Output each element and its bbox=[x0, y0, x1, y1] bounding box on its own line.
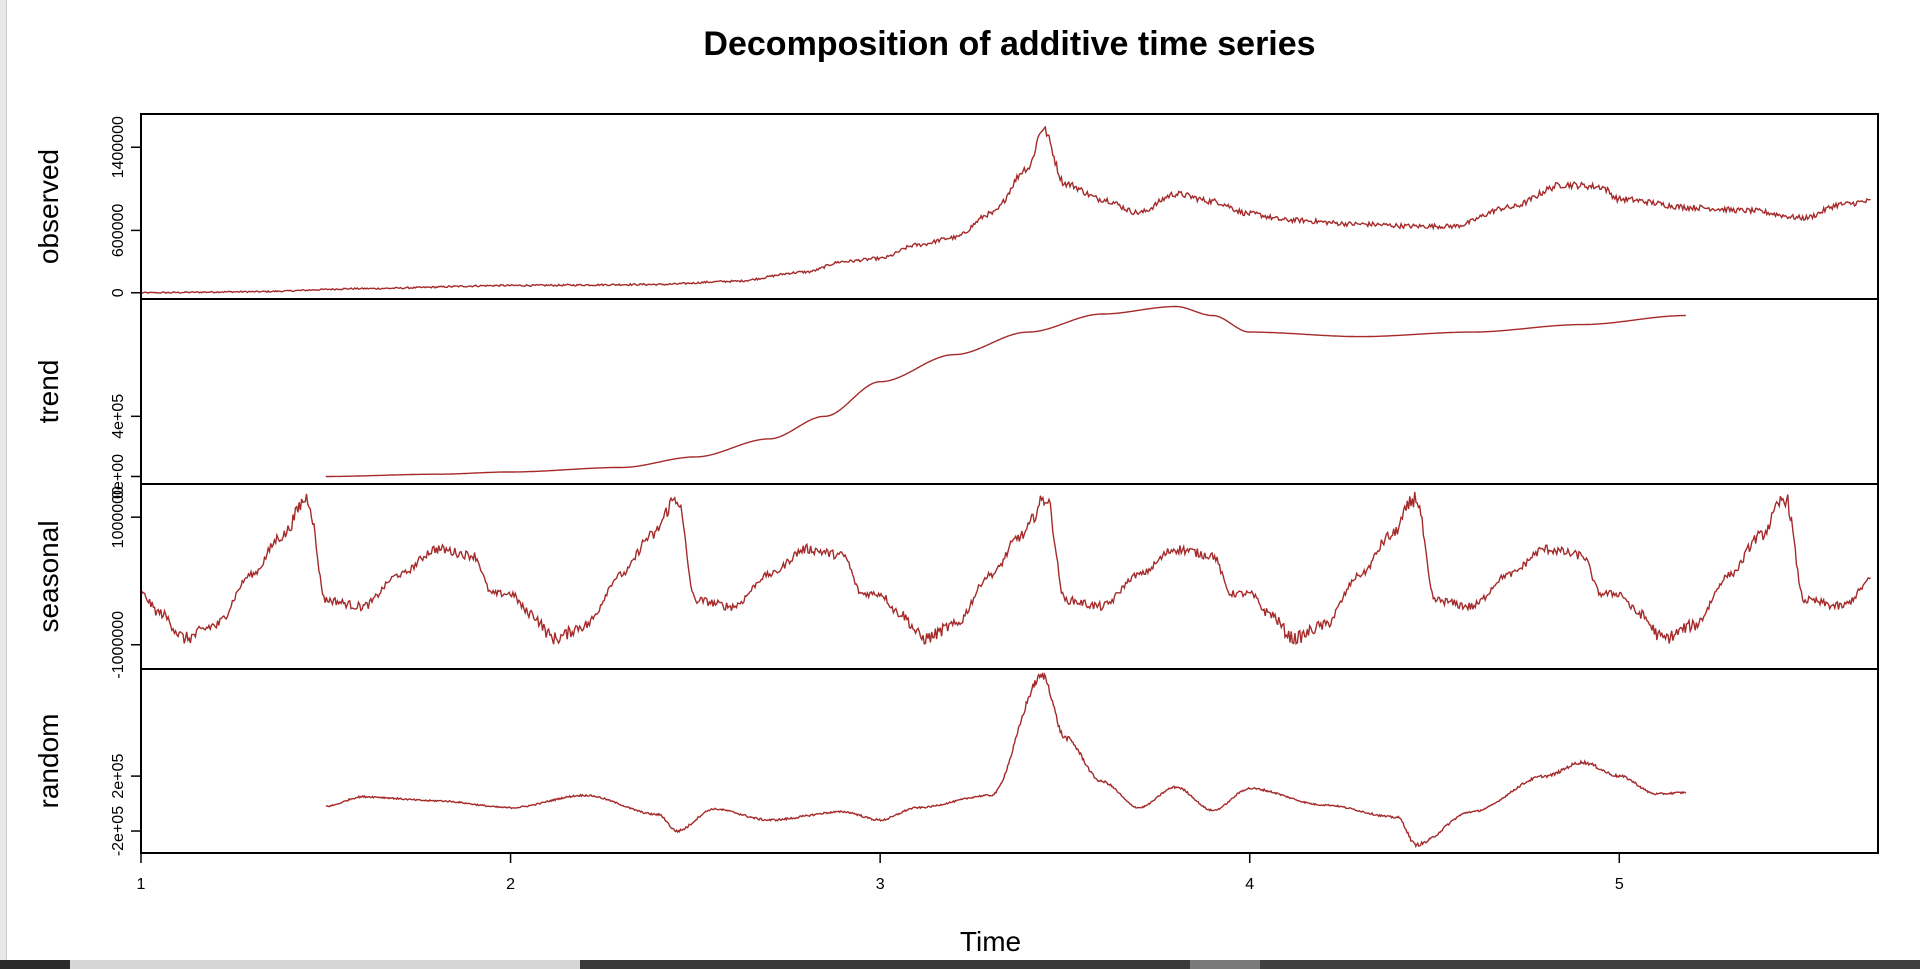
y-tick-label: 600000 bbox=[110, 204, 127, 257]
y-tick-label: 2e+05 bbox=[110, 754, 127, 799]
series-line-observed bbox=[140, 125, 1871, 295]
y-tick-label: 1400000 bbox=[110, 116, 127, 178]
panel-frame bbox=[140, 668, 1879, 854]
panel-seasonal: -1000000 1000000 seasonal bbox=[33, 483, 1879, 679]
chart-title: Decomposition of additive time series bbox=[703, 25, 1315, 63]
chart-panels: 0 600000 1400000 observed 0e+00 4e+05 trend -10… bbox=[33, 113, 1879, 856]
window-left-edge bbox=[0, 0, 7, 960]
y-tick-label: -2e+05 bbox=[110, 806, 127, 856]
panel-frame bbox=[140, 113, 1879, 300]
x-tick-label: 4 bbox=[1245, 876, 1254, 893]
series-line-random bbox=[325, 672, 1687, 849]
y-tick-label: 1000000 bbox=[110, 486, 127, 548]
y-tick-label: -1000000 bbox=[110, 611, 127, 679]
panel-frame bbox=[140, 298, 1879, 485]
panel-label-observed: observed bbox=[33, 149, 64, 264]
panel-label-random: random bbox=[33, 714, 64, 809]
y-tick-label: 0 bbox=[110, 288, 127, 297]
panel-random: -2e+05 2e+05 random bbox=[33, 668, 1879, 856]
panel-trend: 0e+00 4e+05 trend bbox=[33, 298, 1879, 499]
x-axis-label: Time bbox=[960, 926, 1021, 957]
x-tick-label: 5 bbox=[1615, 876, 1624, 893]
series-line-trend bbox=[325, 305, 1686, 478]
series-line-seasonal bbox=[140, 491, 1871, 646]
panel-label-seasonal: seasonal bbox=[33, 520, 64, 632]
x-tick-label: 2 bbox=[506, 876, 515, 893]
taskbar bbox=[0, 960, 1920, 969]
panel-label-trend: trend bbox=[33, 360, 64, 424]
x-tick-label: 1 bbox=[137, 876, 146, 893]
panel-observed: 0 600000 1400000 observed bbox=[33, 113, 1879, 300]
y-tick-label: 4e+05 bbox=[110, 394, 127, 439]
x-axis: 1 2 3 4 5 bbox=[137, 853, 1624, 893]
x-tick-label: 3 bbox=[876, 876, 885, 893]
y-tick-label: 0e+00 bbox=[110, 454, 127, 499]
panel-frame bbox=[140, 483, 1879, 670]
